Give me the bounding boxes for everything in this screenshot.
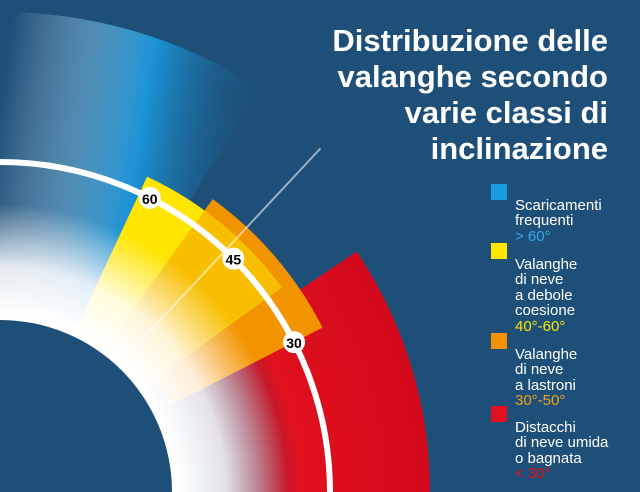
title-line-4: inclinazione xyxy=(430,131,608,166)
angle-marker-30: 30 xyxy=(283,331,306,354)
legend-swatch-orange xyxy=(491,333,507,349)
legend-label-red: Distacchi di neve umida o bagnata xyxy=(515,418,609,467)
angle-marker-45: 45 xyxy=(222,247,245,270)
angle-markers: 60 45 30 xyxy=(138,186,306,354)
title-line-1: Distribuzione delle xyxy=(332,23,608,58)
angle-label-45: 45 xyxy=(226,252,242,268)
legend-swatch-blue xyxy=(491,184,507,200)
legend-text-orange: Valanghe di neve a lastroni 30°-50° xyxy=(515,331,577,425)
angle-label-30: 30 xyxy=(286,335,302,351)
title-line-2: valanghe secondo xyxy=(337,59,608,94)
legend-label-orange: Valanghe di neve a lastroni xyxy=(515,345,578,394)
title-line-3: varie classi di xyxy=(404,95,608,130)
legend-text-yellow: Valanghe di neve a debole coesione 40°-6… xyxy=(515,241,577,350)
legend-swatch-yellow xyxy=(491,243,507,259)
legend-text-red: Distacchi di neve umida o bagnata < 30° xyxy=(515,404,608,492)
legend-range-orange: 30°-50° xyxy=(515,392,566,409)
angle-marker-60: 60 xyxy=(138,186,161,209)
guide-line xyxy=(122,147,322,362)
legend-label-blue: Scaricamenti frequenti xyxy=(515,196,602,229)
legend-range-blue: > 60° xyxy=(515,227,551,245)
angle-marker-45-dot xyxy=(222,247,245,270)
inner-hub xyxy=(0,320,172,492)
legend-range-yellow: 40°-60° xyxy=(515,317,566,335)
angle-marker-60-dot xyxy=(138,186,161,209)
angle-label-60: 60 xyxy=(142,191,158,207)
legend-label-yellow: Valanghe di neve a debole coesione xyxy=(515,255,578,319)
legend-swatch-red xyxy=(491,406,507,422)
legend-text-blue: Scaricamenti frequenti > 60° xyxy=(515,182,602,260)
legend-range-red: < 30° xyxy=(515,465,551,482)
angle-marker-30-dot xyxy=(283,331,306,354)
